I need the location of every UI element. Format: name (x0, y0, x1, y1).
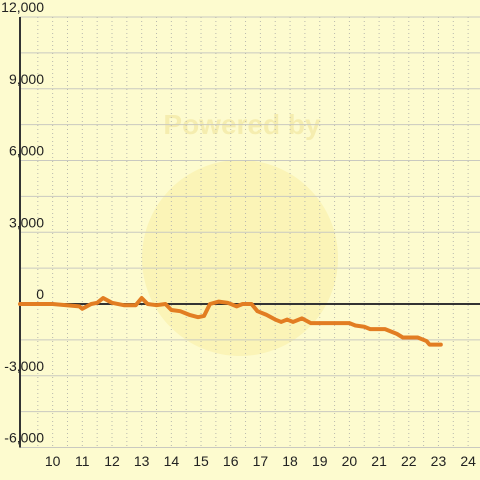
x-tick-label: 14 (164, 453, 180, 469)
x-tick-label: 22 (401, 453, 417, 469)
x-tick-label: 12 (104, 453, 120, 469)
x-tick-label: 19 (312, 453, 328, 469)
x-tick-label: 17 (253, 453, 269, 469)
y-tick-label: 12,000 (1, 0, 44, 15)
y-tick-label: 6,000 (9, 143, 44, 159)
x-tick-label: 20 (342, 453, 358, 469)
y-tick-label: 3,000 (9, 214, 44, 230)
x-tick-label: 10 (45, 453, 61, 469)
y-tick-label: 0 (36, 286, 44, 302)
x-tick-label: 23 (431, 453, 447, 469)
x-tick-label: 13 (134, 453, 150, 469)
x-tick-label: 24 (460, 453, 476, 469)
x-tick-label: 16 (223, 453, 239, 469)
x-tick-label: 21 (371, 453, 387, 469)
watermark-logo (142, 160, 338, 356)
y-tick-label: 9,000 (9, 71, 44, 87)
data-line (18, 296, 443, 347)
y-tick-label: -3,000 (4, 358, 44, 374)
x-tick-label: 11 (75, 453, 90, 469)
x-tick-label: 15 (193, 453, 209, 469)
x-tick-label: 18 (282, 453, 298, 469)
y-tick-label: -6,000 (4, 430, 44, 446)
